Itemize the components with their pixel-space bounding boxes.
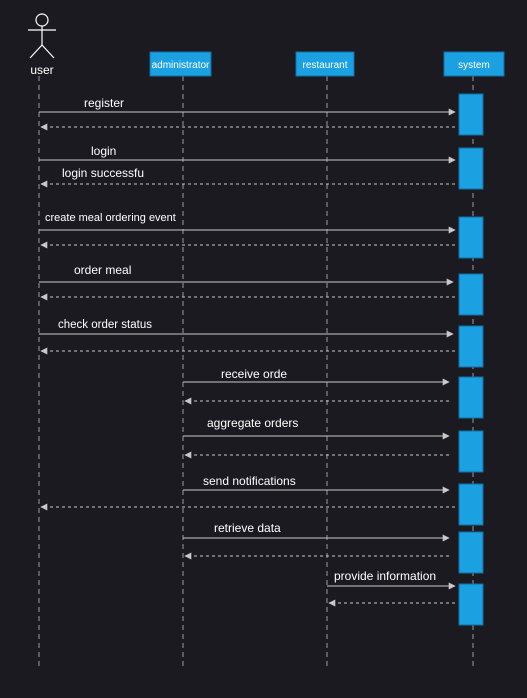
- activation-bar: [458, 483, 484, 526]
- message-label-check-order-status: check order status: [58, 319, 152, 331]
- participant-administrator: administrator: [149, 51, 212, 77]
- message-label-receive-orde: receive orde: [221, 367, 287, 381]
- message-label-provide-information: provide information: [334, 569, 436, 583]
- message-label-aggregate-orders: aggregate orders: [207, 416, 298, 430]
- activation-bar: [458, 216, 484, 259]
- stick-figure-actor-icon: [28, 13, 56, 59]
- activation-bar: [458, 531, 484, 574]
- message-label-register: register: [84, 96, 124, 110]
- participant-system: system: [443, 51, 505, 77]
- activation-bars: [458, 93, 484, 626]
- message-label-create-meal-ordering-event: create meal ordering event: [45, 212, 176, 224]
- activation-bar: [458, 147, 484, 190]
- message-label-login-successful: login successfu: [62, 166, 144, 180]
- participant-administrator-label: administrator: [152, 60, 210, 71]
- actor-user-label: user: [30, 63, 53, 77]
- activation-bar: [458, 376, 484, 419]
- message-label-order-meal: order meal: [74, 263, 131, 277]
- participant-system-label: system: [458, 60, 490, 71]
- activation-bar: [458, 583, 484, 626]
- activation-bar: [458, 325, 484, 368]
- activation-bar: [458, 273, 484, 316]
- activation-bar: [458, 430, 484, 473]
- activation-bar: [458, 93, 484, 136]
- participant-restaurant-label: restaurant: [302, 60, 347, 71]
- message-label-retrieve-data: retrieve data: [214, 521, 281, 535]
- message-label-send-notifications: send notifications: [203, 474, 296, 488]
- message-label-login: login: [91, 144, 116, 158]
- participant-restaurant: restaurant: [295, 51, 355, 77]
